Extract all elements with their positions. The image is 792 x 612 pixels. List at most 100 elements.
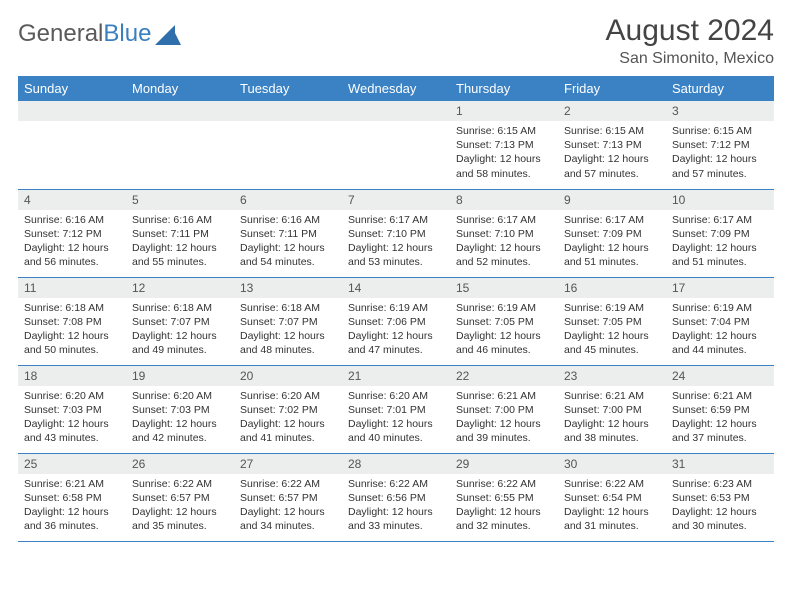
calendar-day-cell: 31Sunrise: 6:23 AMSunset: 6:53 PMDayligh… (666, 453, 774, 541)
daylight-line: Daylight: 12 hours and 51 minutes. (564, 241, 660, 269)
daylight-line: Daylight: 12 hours and 58 minutes. (456, 152, 552, 180)
sunset-line: Sunset: 7:00 PM (456, 403, 552, 417)
calendar-day-cell: 13Sunrise: 6:18 AMSunset: 7:07 PMDayligh… (234, 277, 342, 365)
brand-logo: GeneralBlue (18, 14, 181, 48)
month-title: August 2024 (606, 14, 774, 48)
day-number: 28 (342, 454, 450, 474)
day-details: Sunrise: 6:17 AMSunset: 7:09 PMDaylight:… (558, 210, 666, 274)
sunset-line: Sunset: 7:07 PM (132, 315, 228, 329)
sunrise-line: Sunrise: 6:16 AM (132, 213, 228, 227)
day-number: 16 (558, 278, 666, 298)
daylight-line: Daylight: 12 hours and 35 minutes. (132, 505, 228, 533)
day-number: 22 (450, 366, 558, 386)
day-details: Sunrise: 6:18 AMSunset: 7:07 PMDaylight:… (126, 298, 234, 362)
calendar-day-cell: 23Sunrise: 6:21 AMSunset: 7:00 PMDayligh… (558, 365, 666, 453)
daylight-line: Daylight: 12 hours and 31 minutes. (564, 505, 660, 533)
sunrise-line: Sunrise: 6:21 AM (564, 389, 660, 403)
day-number: 31 (666, 454, 774, 474)
sunrise-line: Sunrise: 6:15 AM (564, 124, 660, 138)
day-details: Sunrise: 6:19 AMSunset: 7:05 PMDaylight:… (558, 298, 666, 362)
daylight-line: Daylight: 12 hours and 57 minutes. (564, 152, 660, 180)
calendar-day-cell (342, 101, 450, 189)
sunrise-line: Sunrise: 6:20 AM (24, 389, 120, 403)
day-details: Sunrise: 6:15 AMSunset: 7:12 PMDaylight:… (666, 121, 774, 185)
day-details: Sunrise: 6:17 AMSunset: 7:09 PMDaylight:… (666, 210, 774, 274)
calendar-day-cell (126, 101, 234, 189)
day-number: 19 (126, 366, 234, 386)
daylight-line: Daylight: 12 hours and 39 minutes. (456, 417, 552, 445)
sunrise-line: Sunrise: 6:17 AM (348, 213, 444, 227)
day-number: 9 (558, 190, 666, 210)
day-number: 21 (342, 366, 450, 386)
day-number: 8 (450, 190, 558, 210)
sunrise-line: Sunrise: 6:22 AM (564, 477, 660, 491)
sunrise-line: Sunrise: 6:19 AM (456, 301, 552, 315)
day-details (342, 121, 450, 128)
calendar-day-cell: 24Sunrise: 6:21 AMSunset: 6:59 PMDayligh… (666, 365, 774, 453)
calendar-day-cell: 4Sunrise: 6:16 AMSunset: 7:12 PMDaylight… (18, 189, 126, 277)
sunset-line: Sunset: 7:02 PM (240, 403, 336, 417)
calendar-day-cell: 6Sunrise: 6:16 AMSunset: 7:11 PMDaylight… (234, 189, 342, 277)
daylight-line: Daylight: 12 hours and 53 minutes. (348, 241, 444, 269)
sunset-line: Sunset: 7:00 PM (564, 403, 660, 417)
calendar-day-cell: 18Sunrise: 6:20 AMSunset: 7:03 PMDayligh… (18, 365, 126, 453)
sunset-line: Sunset: 7:05 PM (564, 315, 660, 329)
calendar-week-row: 4Sunrise: 6:16 AMSunset: 7:12 PMDaylight… (18, 189, 774, 277)
day-number: 27 (234, 454, 342, 474)
calendar-week-row: 25Sunrise: 6:21 AMSunset: 6:58 PMDayligh… (18, 453, 774, 541)
daylight-line: Daylight: 12 hours and 36 minutes. (24, 505, 120, 533)
sunset-line: Sunset: 6:57 PM (132, 491, 228, 505)
calendar-day-cell: 21Sunrise: 6:20 AMSunset: 7:01 PMDayligh… (342, 365, 450, 453)
day-details (18, 121, 126, 128)
calendar-day-cell: 19Sunrise: 6:20 AMSunset: 7:03 PMDayligh… (126, 365, 234, 453)
brand-sail-icon (155, 23, 181, 45)
calendar-day-cell (18, 101, 126, 189)
calendar-day-cell: 22Sunrise: 6:21 AMSunset: 7:00 PMDayligh… (450, 365, 558, 453)
location-label: San Simonito, Mexico (606, 50, 774, 68)
daylight-line: Daylight: 12 hours and 54 minutes. (240, 241, 336, 269)
day-details: Sunrise: 6:22 AMSunset: 6:57 PMDaylight:… (234, 474, 342, 538)
calendar-day-cell: 26Sunrise: 6:22 AMSunset: 6:57 PMDayligh… (126, 453, 234, 541)
sunset-line: Sunset: 7:04 PM (672, 315, 768, 329)
sunrise-line: Sunrise: 6:20 AM (348, 389, 444, 403)
brand-word1: General (18, 20, 103, 47)
daylight-line: Daylight: 12 hours and 34 minutes. (240, 505, 336, 533)
sunrise-line: Sunrise: 6:22 AM (240, 477, 336, 491)
brand-word2: Blue (103, 20, 151, 47)
daylight-line: Daylight: 12 hours and 46 minutes. (456, 329, 552, 357)
day-number: 12 (126, 278, 234, 298)
weekday-header: Friday (558, 76, 666, 101)
day-details: Sunrise: 6:21 AMSunset: 6:59 PMDaylight:… (666, 386, 774, 450)
day-details: Sunrise: 6:20 AMSunset: 7:03 PMDaylight:… (126, 386, 234, 450)
sunrise-line: Sunrise: 6:19 AM (348, 301, 444, 315)
day-details: Sunrise: 6:15 AMSunset: 7:13 PMDaylight:… (558, 121, 666, 185)
sunrise-line: Sunrise: 6:17 AM (672, 213, 768, 227)
day-details: Sunrise: 6:15 AMSunset: 7:13 PMDaylight:… (450, 121, 558, 185)
sunrise-line: Sunrise: 6:19 AM (564, 301, 660, 315)
daylight-line: Daylight: 12 hours and 42 minutes. (132, 417, 228, 445)
day-details: Sunrise: 6:19 AMSunset: 7:06 PMDaylight:… (342, 298, 450, 362)
calendar-week-row: 1Sunrise: 6:15 AMSunset: 7:13 PMDaylight… (18, 101, 774, 189)
calendar-day-cell: 28Sunrise: 6:22 AMSunset: 6:56 PMDayligh… (342, 453, 450, 541)
daylight-line: Daylight: 12 hours and 43 minutes. (24, 417, 120, 445)
calendar-day-cell: 29Sunrise: 6:22 AMSunset: 6:55 PMDayligh… (450, 453, 558, 541)
daylight-line: Daylight: 12 hours and 47 minutes. (348, 329, 444, 357)
calendar-day-cell: 3Sunrise: 6:15 AMSunset: 7:12 PMDaylight… (666, 101, 774, 189)
day-details: Sunrise: 6:20 AMSunset: 7:01 PMDaylight:… (342, 386, 450, 450)
day-number: 3 (666, 101, 774, 121)
day-number: 23 (558, 366, 666, 386)
day-details (126, 121, 234, 128)
day-details: Sunrise: 6:23 AMSunset: 6:53 PMDaylight:… (666, 474, 774, 538)
sunset-line: Sunset: 7:11 PM (240, 227, 336, 241)
day-number: 11 (18, 278, 126, 298)
sunrise-line: Sunrise: 6:17 AM (564, 213, 660, 227)
weekday-header: Wednesday (342, 76, 450, 101)
sunset-line: Sunset: 6:59 PM (672, 403, 768, 417)
day-details: Sunrise: 6:16 AMSunset: 7:11 PMDaylight:… (126, 210, 234, 274)
sunset-line: Sunset: 7:10 PM (456, 227, 552, 241)
calendar-day-cell: 27Sunrise: 6:22 AMSunset: 6:57 PMDayligh… (234, 453, 342, 541)
calendar-day-cell (234, 101, 342, 189)
day-number (126, 101, 234, 121)
day-details: Sunrise: 6:20 AMSunset: 7:03 PMDaylight:… (18, 386, 126, 450)
calendar-day-cell: 1Sunrise: 6:15 AMSunset: 7:13 PMDaylight… (450, 101, 558, 189)
